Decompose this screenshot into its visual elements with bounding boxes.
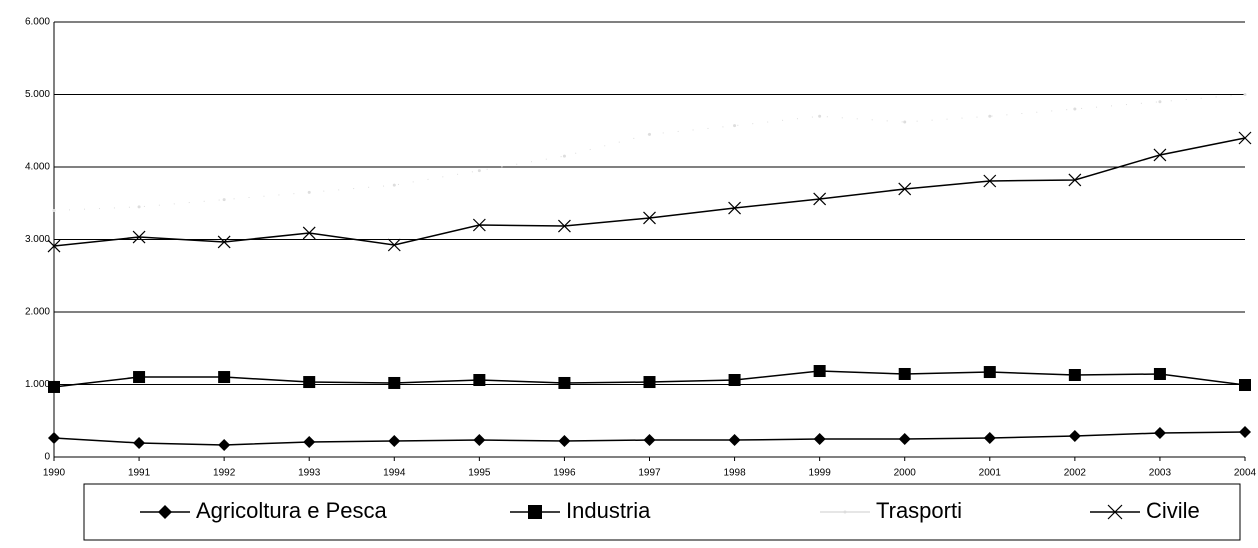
legend-box xyxy=(83,483,1241,541)
marker xyxy=(133,437,146,450)
marker xyxy=(983,366,996,379)
marker xyxy=(558,219,571,233)
x-tick-label: 2001 xyxy=(979,468,1002,479)
marker xyxy=(1068,369,1081,382)
marker xyxy=(1153,427,1166,440)
marker xyxy=(648,132,651,136)
marker xyxy=(222,198,226,202)
marker xyxy=(1068,173,1082,187)
legend-marker xyxy=(843,510,847,514)
marker xyxy=(133,371,146,384)
x-tick-label: 1993 xyxy=(298,468,321,479)
marker xyxy=(1158,100,1162,104)
y-tick-label: 0 xyxy=(44,452,50,463)
marker xyxy=(728,374,741,387)
x-tick-label: 1994 xyxy=(383,468,406,479)
marker xyxy=(813,192,827,206)
legend-marker xyxy=(1107,504,1123,520)
marker xyxy=(898,433,911,446)
legend-label: Trasporti xyxy=(876,498,962,523)
x-tick-label: 1991 xyxy=(128,468,151,479)
x-tick-label: 1996 xyxy=(553,468,576,479)
x-tick-label: 1998 xyxy=(723,468,746,479)
x-tick-label: 1995 xyxy=(468,468,491,479)
marker xyxy=(1238,131,1252,145)
marker xyxy=(728,434,741,447)
marker xyxy=(302,226,316,240)
marker xyxy=(1243,93,1247,96)
y-tick-label: 3.000 xyxy=(25,234,50,245)
marker xyxy=(1153,148,1167,162)
marker xyxy=(473,374,486,387)
x-tick-label: 1997 xyxy=(638,468,661,479)
marker xyxy=(898,182,912,196)
x-tick-label: 2003 xyxy=(1149,468,1172,479)
marker xyxy=(813,365,826,378)
marker xyxy=(47,239,61,253)
x-tick-label: 2002 xyxy=(1064,468,1087,479)
x-tick-label: 2004 xyxy=(1234,468,1257,479)
marker xyxy=(1153,367,1166,380)
x-tick-label: 1990 xyxy=(43,468,66,479)
series-line xyxy=(53,137,1246,247)
marker xyxy=(48,432,60,445)
marker xyxy=(643,376,656,389)
y-tick-label: 2.000 xyxy=(25,307,50,318)
legend-label: Industria xyxy=(566,498,651,523)
y-tick-label: 1.000 xyxy=(25,379,50,390)
x-tick-label: 1992 xyxy=(213,468,236,479)
marker xyxy=(472,218,486,232)
marker xyxy=(217,235,231,249)
marker xyxy=(983,174,997,188)
marker xyxy=(137,205,141,209)
y-tick-label: 6.000 xyxy=(25,17,50,28)
marker xyxy=(903,120,907,124)
marker xyxy=(898,367,911,380)
marker xyxy=(303,435,316,448)
marker xyxy=(307,190,311,194)
marker xyxy=(473,434,486,447)
marker xyxy=(988,114,992,118)
y-tick-label: 5.000 xyxy=(25,89,50,100)
marker xyxy=(303,376,316,389)
marker xyxy=(818,114,822,118)
x-tick-label: 2000 xyxy=(894,468,917,479)
marker xyxy=(983,432,996,445)
marker xyxy=(813,433,826,446)
marker xyxy=(728,201,741,215)
marker xyxy=(388,434,401,447)
series-line xyxy=(53,94,1246,211)
marker xyxy=(558,376,571,389)
marker xyxy=(477,169,481,173)
legend-label: Agricoltura e Pesca xyxy=(196,498,388,523)
marker xyxy=(132,230,146,244)
legend-marker xyxy=(528,505,542,519)
y-tick-label: 4.000 xyxy=(25,162,50,173)
marker xyxy=(643,211,656,225)
marker xyxy=(1239,379,1251,392)
marker xyxy=(643,434,656,447)
marker xyxy=(392,183,396,187)
marker xyxy=(1073,107,1077,111)
marker xyxy=(52,209,56,212)
marker xyxy=(218,438,231,451)
marker xyxy=(218,371,231,384)
marker xyxy=(1239,425,1251,438)
x-tick-label: 1999 xyxy=(809,468,832,479)
marker xyxy=(562,154,566,158)
marker xyxy=(1068,429,1081,442)
marker xyxy=(48,380,60,393)
marker xyxy=(733,124,737,128)
legend-marker xyxy=(158,505,172,519)
marker xyxy=(558,434,571,447)
legend-label: Civile xyxy=(1146,498,1200,523)
marker xyxy=(388,376,401,389)
marker xyxy=(387,238,401,252)
